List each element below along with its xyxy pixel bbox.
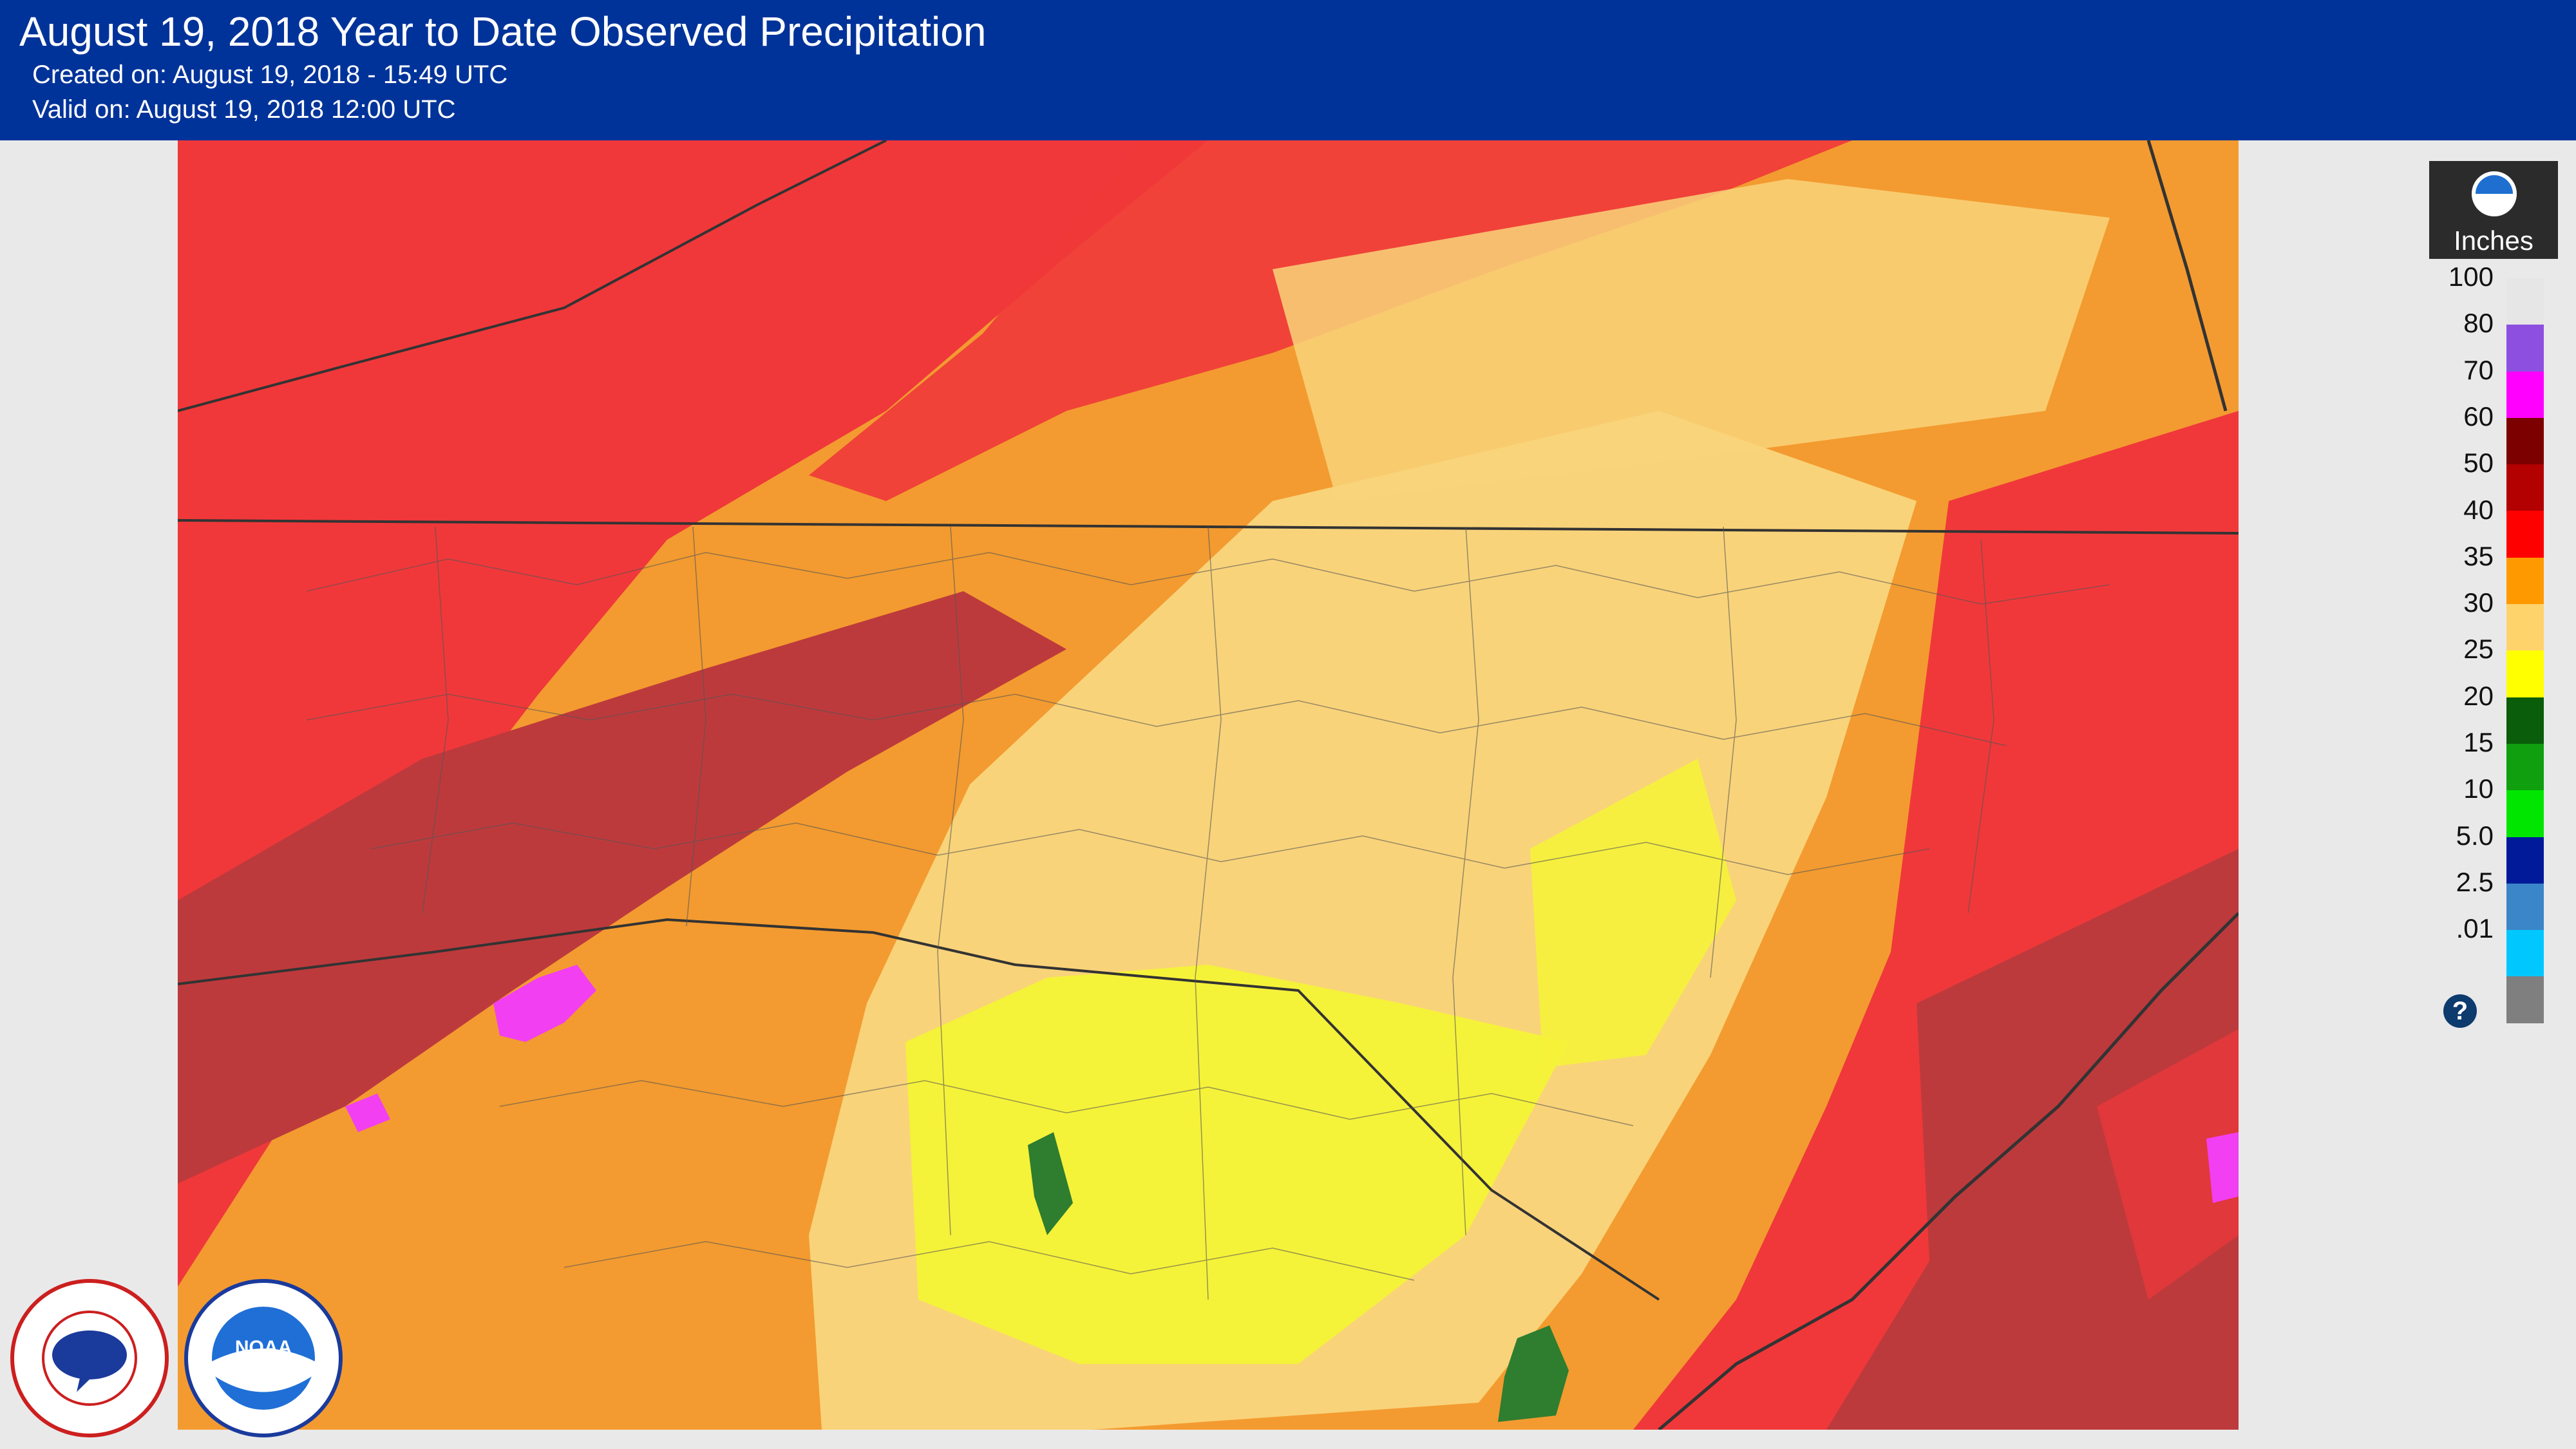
header-bar: August 19, 2018 Year to Date Observed Pr… [0,0,2576,140]
legend-swatch [2506,650,2544,697]
legend-tick-label: 40 [2463,494,2494,525]
page-title: August 19, 2018 Year to Date Observed Pr… [19,8,987,55]
legend-swatch [2506,325,2544,372]
legend-color-bar [2506,278,2544,1023]
valid-timestamp: Valid on: August 19, 2018 12:00 UTC [32,95,456,124]
map-region-red [178,140,1208,1287]
legend-tick-label: 20 [2463,680,2494,711]
legend-swatch [2506,883,2544,931]
legend-tick-label: 80 [2463,308,2494,339]
legend-swatch [2506,557,2544,605]
map-region-magenta [493,965,596,1042]
map-region-magenta [2206,1132,2239,1203]
legend-tick-label: 30 [2463,587,2494,618]
map-region-dark-red [178,591,1066,1184]
noaa-text: NOAA [235,1337,292,1358]
map-region-yellow [1530,759,1736,1068]
legend-header: Inches [2429,161,2558,259]
legend-tick-label: 50 [2463,448,2494,478]
map-region-yellow [905,965,1569,1364]
legend-unit-label: Inches [2454,225,2533,256]
map-region-green [1028,1132,1073,1235]
coastline [1658,912,2239,1430]
map-region-green [1498,1325,1569,1422]
legend-swatch [2506,604,2544,651]
nws-logo [10,1279,169,1437]
precipitation-map[interactable] [178,140,2239,1430]
legend-tick-label: 5.0 [2456,820,2494,851]
map-canvas [178,140,2239,1430]
legend-swatch [2506,976,2544,1023]
help-icon[interactable]: ? [2443,994,2477,1028]
coastline [2146,140,2228,412]
state-boundary [178,140,887,412]
legend-swatch [2506,417,2544,465]
legend-swatch [2506,278,2544,325]
legend-tick-label: 25 [2463,634,2494,665]
map-region-magenta [345,1094,390,1132]
legend-swatch [2506,511,2544,558]
legend-swatch [2506,837,2544,884]
legend-tick-label: 35 [2463,540,2494,571]
state-boundary [178,918,1660,1301]
noaa-icon [2472,171,2517,216]
legend-tick-label: 100 [2448,261,2494,292]
legend-tick-label: 10 [2463,773,2494,804]
noaa-logo: NOAA [184,1279,343,1437]
map-region-light-orange [1273,179,2110,501]
county-lines [306,526,2110,1300]
legend-tick-label: 60 [2463,401,2494,431]
legend-swatch [2506,371,2544,418]
legend-tick-label: 70 [2463,354,2494,385]
legend-swatch [2506,697,2544,744]
map-region-red [2097,1029,2239,1300]
map-region-dark-red [1826,849,2239,1430]
legend-tick-label: .01 [2456,913,2494,944]
legend-swatch [2506,930,2544,977]
legend-swatch [2506,464,2544,511]
legend-tick-label: 15 [2463,727,2494,757]
legend-swatch [2506,743,2544,791]
created-timestamp: Created on: August 19, 2018 - 15:49 UTC [32,61,508,89]
legend-tick-label: 2.5 [2456,866,2494,897]
legend-swatch [2506,790,2544,837]
